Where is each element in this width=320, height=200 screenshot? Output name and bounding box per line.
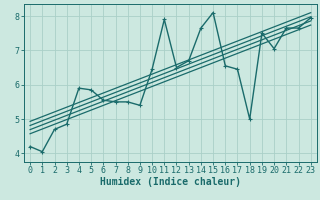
X-axis label: Humidex (Indice chaleur): Humidex (Indice chaleur) [100, 177, 241, 187]
